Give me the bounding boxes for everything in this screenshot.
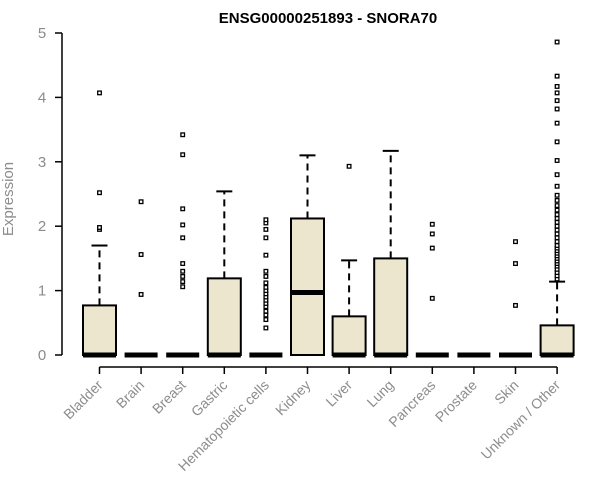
outlier-point — [554, 90, 560, 96]
outlier-point — [263, 317, 269, 323]
outlier-point — [513, 239, 518, 245]
x-tick-label: Breast — [149, 377, 189, 417]
outlier-point — [263, 280, 269, 286]
box-6 — [290, 154, 325, 356]
x-tick-label: Brain — [113, 377, 147, 411]
outlier-point — [263, 308, 269, 314]
outlier-point — [513, 261, 518, 267]
outlier-point — [554, 235, 560, 241]
outlier-point — [554, 243, 560, 248]
outlier-point — [180, 132, 186, 138]
outlier-point — [554, 207, 560, 213]
box-4 — [206, 190, 242, 358]
box-body — [331, 315, 367, 356]
outlier-point — [554, 212, 560, 218]
outlier-point — [554, 197, 560, 203]
outlier-point — [180, 273, 186, 279]
outlier-point — [263, 325, 269, 331]
outlier-point — [554, 84, 560, 89]
x-tick-label: Lung — [363, 377, 396, 410]
outlier-point — [554, 73, 560, 79]
box-2 — [124, 199, 158, 358]
y-tick-label: 1 — [38, 283, 46, 300]
box-body — [290, 217, 325, 356]
box-5 — [249, 217, 283, 358]
outlier-point — [554, 158, 560, 163]
outlier-point — [554, 183, 560, 189]
outlier-point — [554, 227, 560, 233]
outlier-point — [180, 279, 186, 285]
outlier-point — [180, 268, 186, 274]
outlier-point — [138, 199, 144, 205]
outlier-point — [263, 312, 269, 318]
outlier-point — [263, 235, 269, 241]
outlier-point — [97, 90, 102, 96]
outlier-point — [263, 252, 269, 258]
outlier-point — [138, 292, 144, 297]
outlier-point — [554, 203, 560, 209]
box-1 — [82, 90, 117, 358]
outlier-point — [97, 190, 102, 196]
box-7 — [331, 163, 367, 358]
outlier-point — [554, 223, 560, 229]
x-tick-label: Skin — [491, 377, 522, 408]
outlier-point — [429, 231, 435, 237]
box-body — [206, 277, 242, 357]
box-body — [82, 304, 117, 356]
outlier-point — [138, 252, 144, 257]
x-tick-label: Prostate — [432, 377, 480, 425]
boxes-group — [82, 39, 575, 358]
outlier-point — [180, 152, 186, 158]
y-tick-label: 4 — [38, 89, 46, 106]
y-tick-label: 5 — [38, 25, 46, 42]
y-tick-label: 3 — [38, 154, 46, 171]
outlier-point — [263, 226, 269, 232]
x-tick-label: Liver — [322, 377, 355, 410]
y-tick-label: 2 — [38, 218, 46, 235]
box-12 — [539, 39, 575, 358]
box-body — [373, 257, 409, 356]
outlier-point — [263, 273, 269, 279]
outlier-point — [554, 231, 560, 237]
outlier-point — [180, 222, 186, 228]
box-body — [539, 324, 575, 357]
outlier-point — [554, 106, 560, 112]
y-tick-label: 0 — [38, 347, 46, 364]
outlier-point — [554, 120, 560, 126]
outlier-point — [554, 239, 560, 245]
x-tick-label: Unknown / Other — [478, 377, 564, 463]
outlier-point — [554, 98, 560, 104]
box-9 — [415, 221, 449, 358]
outlier-point — [429, 221, 435, 227]
outlier-point — [180, 261, 186, 267]
box-11 — [499, 239, 532, 358]
outlier-point — [263, 217, 269, 223]
outlier-point — [554, 192, 560, 198]
y-axis-label: Expression — [0, 162, 17, 236]
outlier-point — [180, 206, 186, 212]
outlier-point — [346, 163, 352, 169]
outlier-point — [554, 219, 560, 225]
outlier-point — [513, 302, 518, 308]
outlier-point — [180, 235, 186, 241]
y-axis: 0 1 2 3 4 5 — [38, 25, 63, 364]
chart-title: ENSG00000251893 - SNORA70 — [219, 10, 437, 27]
x-tick-label: Kidney — [272, 377, 314, 419]
outlier-point — [554, 39, 560, 45]
box-3 — [166, 132, 200, 358]
outlier-point — [554, 172, 560, 178]
outlier-point — [554, 216, 560, 221]
outlier-point — [263, 284, 269, 290]
outlier-point — [554, 139, 560, 145]
outlier-point — [429, 245, 435, 251]
outlier-point — [263, 268, 269, 274]
box-8 — [373, 149, 409, 358]
outlier-point — [180, 284, 186, 290]
outlier-point — [97, 225, 102, 230]
x-tick-label: Bladder — [60, 377, 106, 423]
outlier-point — [429, 295, 435, 301]
